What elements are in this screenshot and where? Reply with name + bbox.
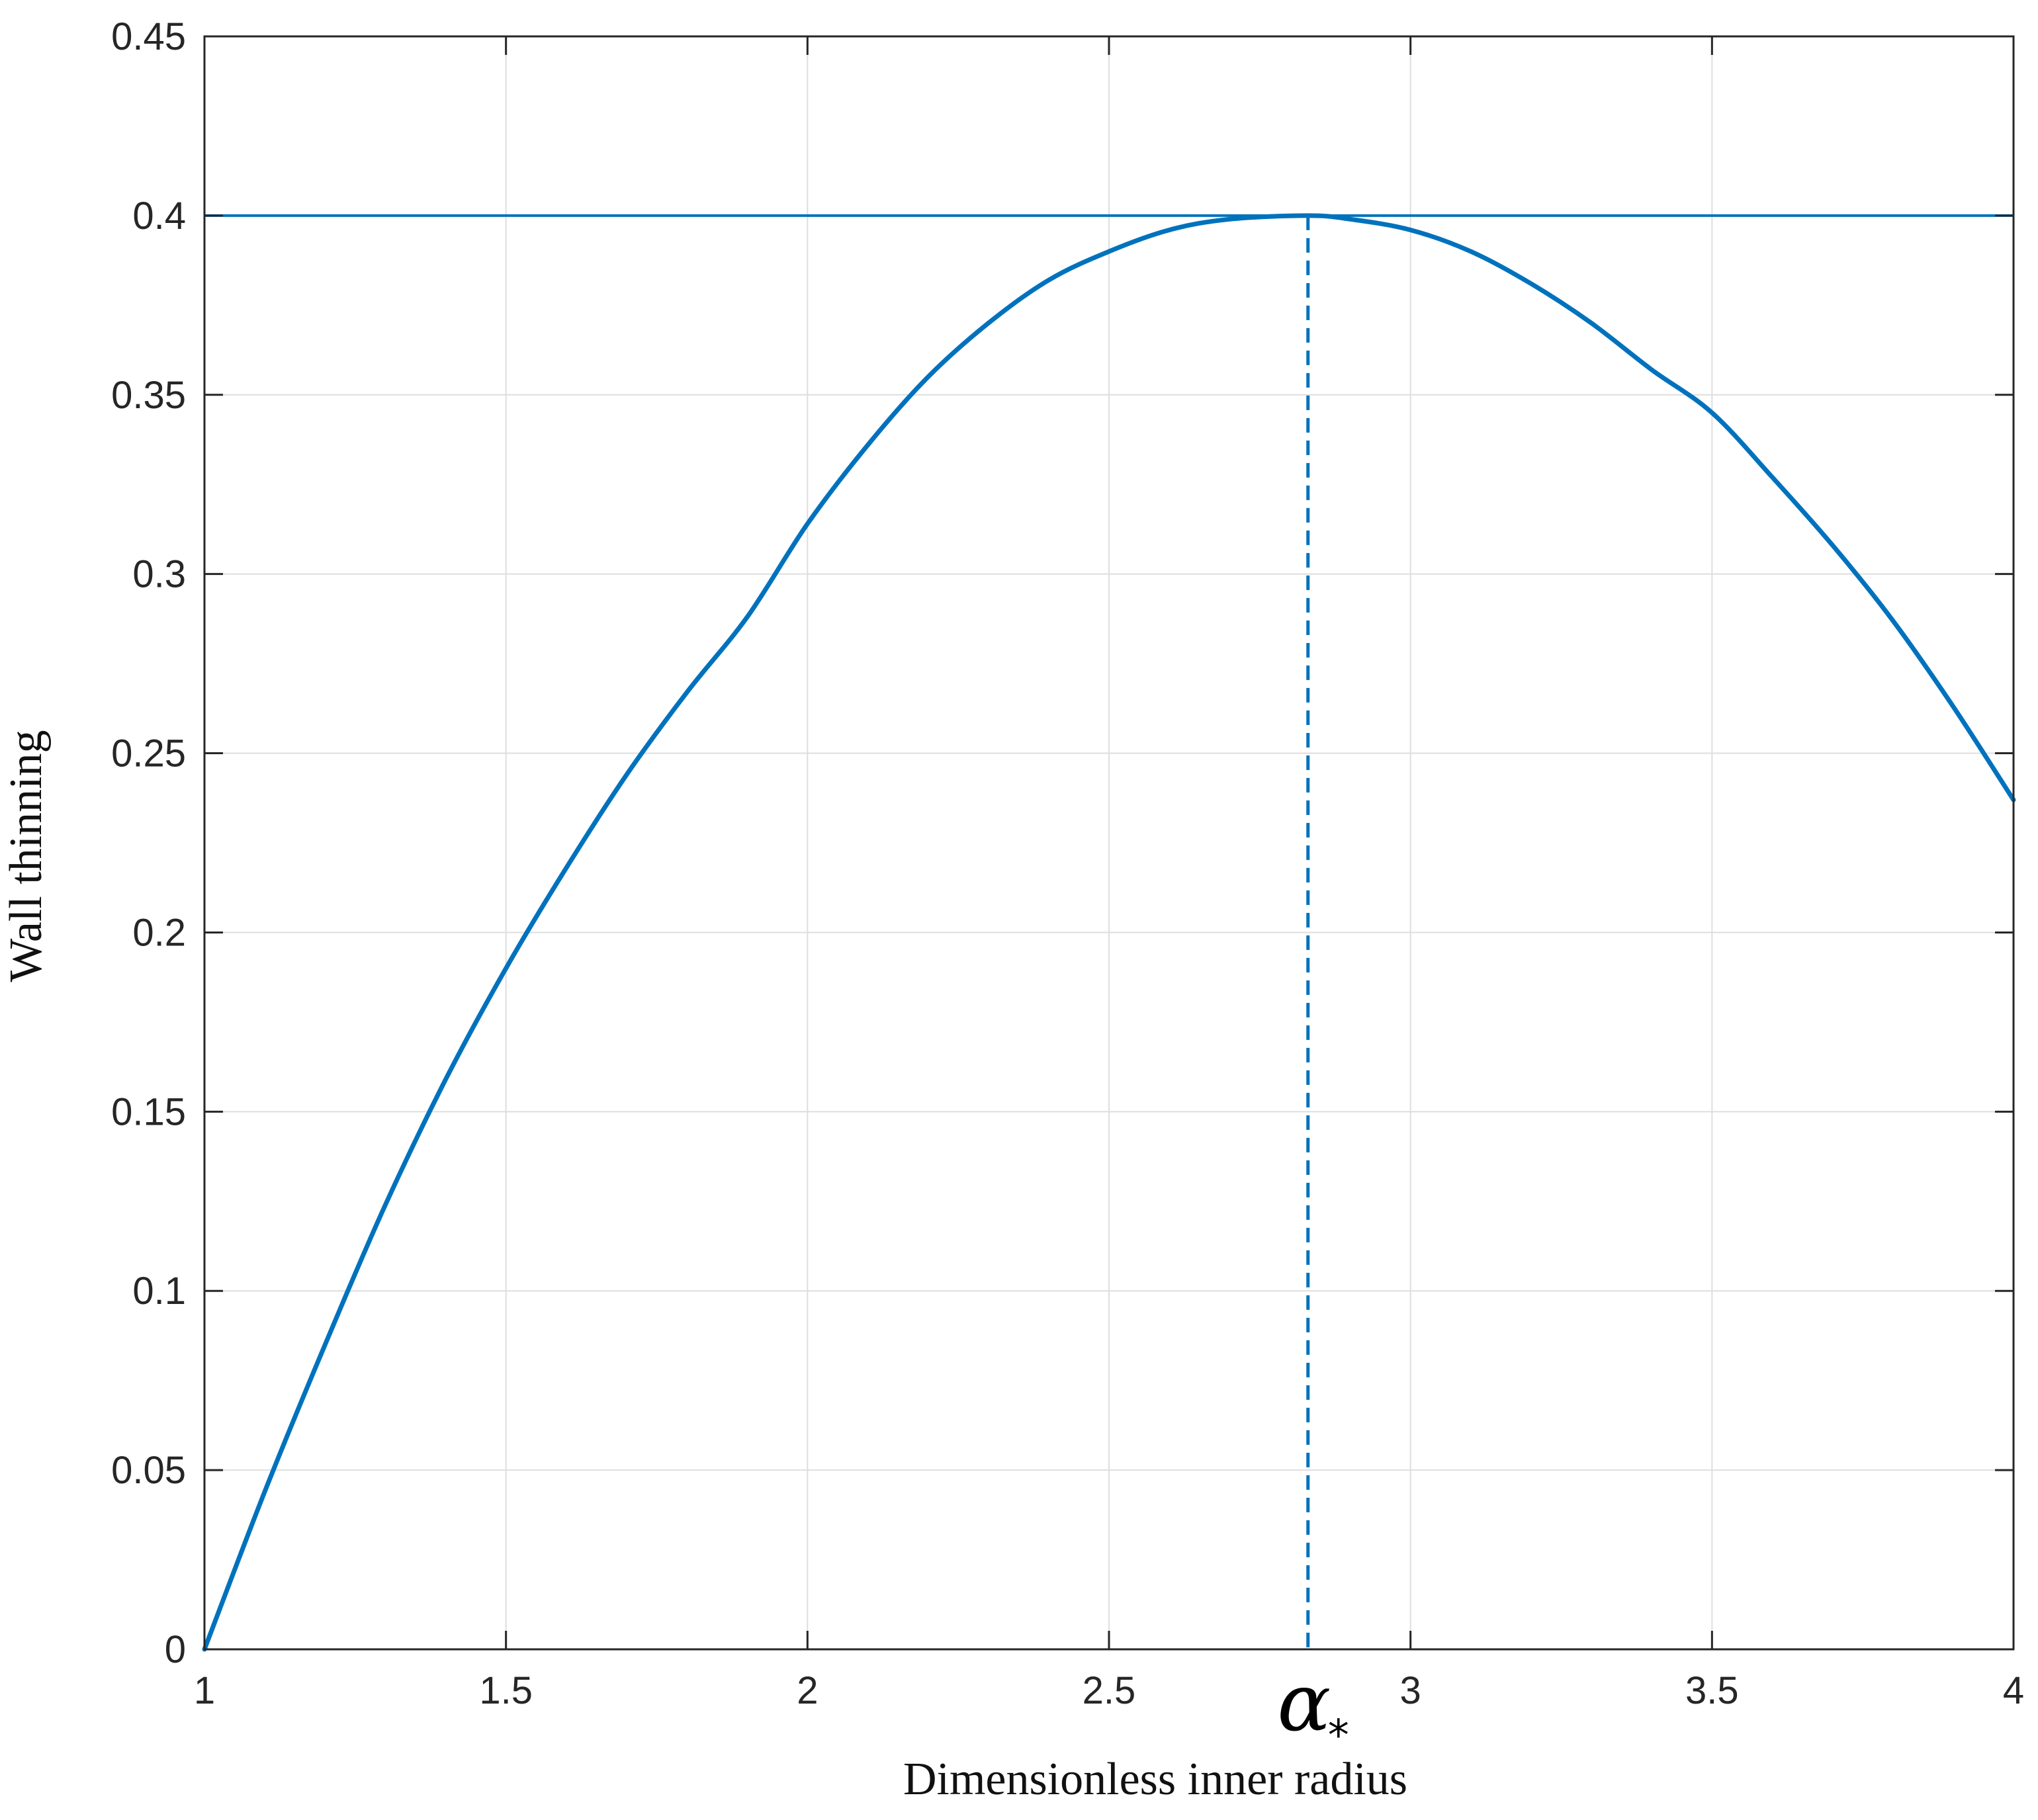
alpha-star-annotation: α * — [1277, 1657, 1349, 1760]
series-layer — [202, 213, 2016, 1652]
y-tick-label: 0.15 — [111, 1090, 186, 1133]
alpha-star-subscript: * — [1328, 1712, 1349, 1760]
y-tick-label: 0.3 — [132, 553, 186, 596]
x-tick-label: 2.5 — [1083, 1669, 1136, 1712]
x-axis-title: Dimensionless inner radius — [903, 1754, 1407, 1805]
alpha-star-label: α — [1277, 1657, 1331, 1749]
y-tick-label: 0.05 — [111, 1449, 186, 1492]
y-tick-label: 0.45 — [111, 15, 186, 58]
grid — [204, 36, 2014, 1650]
wall-thinning-curve — [202, 213, 2016, 1652]
ticks: 1 1.5 2 2.5 3 3.5 4 0 0.05 0.1 0.15 0.2 0.25 0.3 0.35 0… — [111, 15, 2024, 1712]
y-axis-title: Wall thinning — [1, 730, 52, 982]
x-tick-label: 2 — [797, 1669, 818, 1712]
y-tick-label: 0.2 — [132, 911, 186, 954]
y-tick-label: 0.25 — [111, 732, 186, 775]
y-tick-label: 0.4 — [132, 195, 186, 238]
y-tick-label: 0.35 — [111, 374, 186, 417]
y-tick-label: 0 — [165, 1628, 186, 1671]
x-tick-label: 3 — [1400, 1669, 1421, 1712]
y-tick-label: 0.1 — [132, 1270, 186, 1313]
x-tick-label: 3.5 — [1685, 1669, 1739, 1712]
x-tick-label: 1 — [194, 1669, 215, 1712]
x-tick-label: 1.5 — [479, 1669, 533, 1712]
x-tick-label: 4 — [2003, 1669, 2024, 1712]
